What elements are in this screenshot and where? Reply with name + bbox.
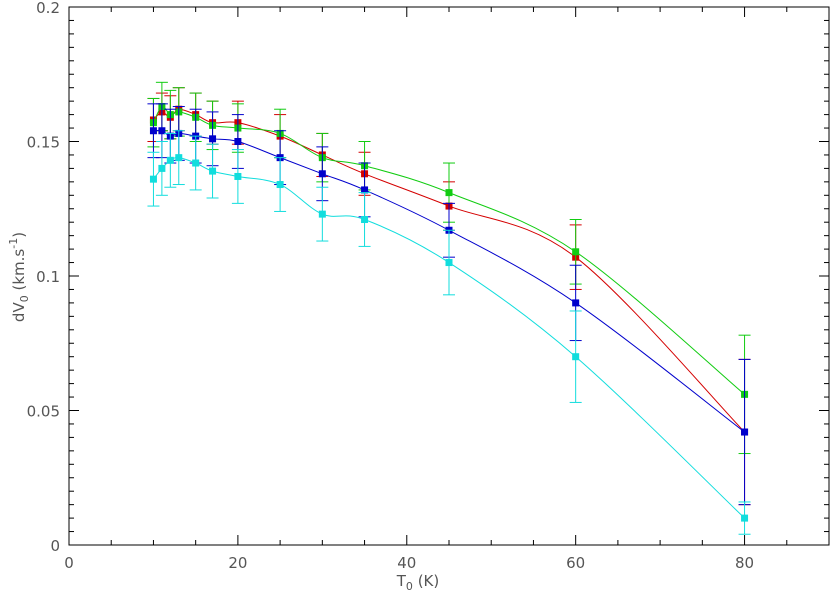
data-point	[361, 186, 369, 194]
y-tick-label: 0.05	[27, 403, 60, 421]
series-4	[147, 130, 751, 535]
x-axis-label: T0 (K)	[396, 572, 439, 593]
data-point	[741, 428, 749, 436]
series-layer	[147, 81, 751, 535]
x-tick-label: 60	[566, 554, 585, 572]
data-point	[445, 189, 453, 197]
data-point	[209, 167, 217, 175]
data-point	[149, 127, 157, 135]
data-point	[234, 172, 242, 180]
y-axis: 0 0.05 0.1 0.15 0.2	[27, 0, 829, 555]
y-tick-label: 0	[50, 537, 60, 555]
data-point	[318, 170, 326, 178]
data-point	[192, 159, 200, 167]
x-tick-label: 40	[397, 554, 416, 572]
data-point	[175, 154, 183, 162]
data-point	[318, 210, 326, 218]
x-tick-label: 0	[64, 554, 74, 572]
y-axis-label: dV0 (km.s-1)	[7, 232, 31, 322]
data-point	[209, 135, 217, 143]
y-tick-label: 0.2	[36, 0, 60, 17]
data-point	[166, 156, 174, 164]
data-point	[572, 299, 580, 307]
data-point	[572, 353, 580, 361]
y-tick-label: 0.1	[36, 268, 60, 286]
data-point	[445, 259, 453, 267]
data-point	[741, 514, 749, 522]
data-point	[149, 175, 157, 183]
data-point	[276, 181, 284, 189]
data-point	[572, 248, 580, 256]
data-point	[158, 127, 166, 135]
x-tick-label: 20	[228, 554, 247, 572]
data-point	[234, 138, 242, 145]
data-point	[158, 164, 166, 172]
data-point	[361, 216, 369, 224]
y-tick-label: 0.15	[27, 134, 60, 152]
x-axis: 0 20 40 60 80	[64, 7, 830, 572]
x-tick-label: 80	[735, 554, 754, 572]
